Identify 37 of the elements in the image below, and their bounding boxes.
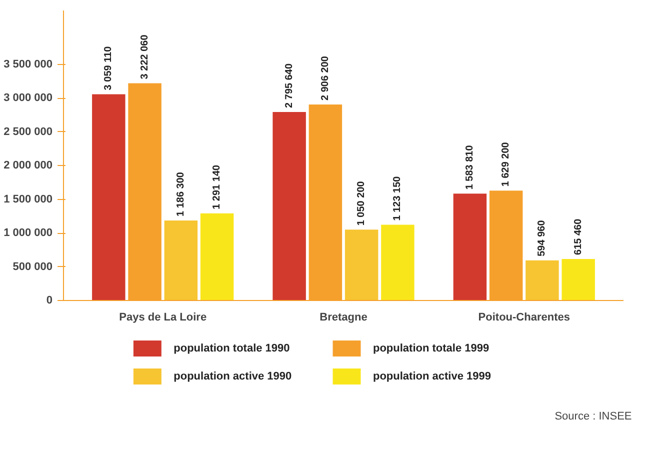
y-tick-label: 2 000 000 — [4, 160, 52, 172]
x-tick-label: Pays de La Loire — [119, 312, 207, 324]
legend-label: population totale 1990 — [174, 342, 290, 354]
source-note: Source : INSEE — [554, 410, 632, 422]
bar — [272, 112, 306, 300]
x-tick-label: Poitou-Charentes — [478, 312, 570, 324]
data-label: 1 291 140 — [212, 164, 223, 210]
bar — [344, 230, 378, 300]
data-label: 594 960 — [536, 220, 548, 256]
y-tick-label: 3 500 000 — [4, 58, 52, 70]
data-label: 3 222 060 — [139, 34, 150, 80]
y-tick-label: 1 500 000 — [4, 193, 52, 206]
bar — [164, 220, 198, 300]
bar — [381, 224, 414, 300]
bar — [453, 194, 487, 300]
bar — [526, 260, 559, 300]
data-label: 3 059 110 — [103, 46, 114, 90]
data-label: 1 583 810 — [464, 144, 476, 190]
x-tick-label: Bretagne — [320, 312, 368, 324]
data-label: 1 123 150 — [392, 176, 404, 221]
data-label: 615 460 — [572, 218, 584, 255]
data-label: 2 906 200 — [320, 56, 331, 100]
data-label: 2 795 640 — [284, 63, 295, 108]
y-tick-label: 2 500 000 — [4, 126, 52, 138]
legend-label: population active 1990 — [174, 370, 292, 382]
y-tick-label: 500 000 — [12, 260, 53, 273]
bar — [562, 258, 595, 300]
data-label: 1 629 200 — [500, 142, 512, 187]
y-tick-label: 1 000 000 — [4, 227, 52, 240]
data-label: 1 186 300 — [175, 172, 186, 216]
data-label: 1 050 200 — [356, 180, 368, 226]
y-tick-label: 3 000 000 — [4, 92, 52, 104]
legend-label: population totale 1999 — [372, 342, 490, 354]
bar — [200, 213, 234, 300]
y-tick-label: 0 — [46, 294, 53, 306]
bar — [92, 94, 126, 300]
legend-label: population active 1999 — [372, 370, 491, 382]
